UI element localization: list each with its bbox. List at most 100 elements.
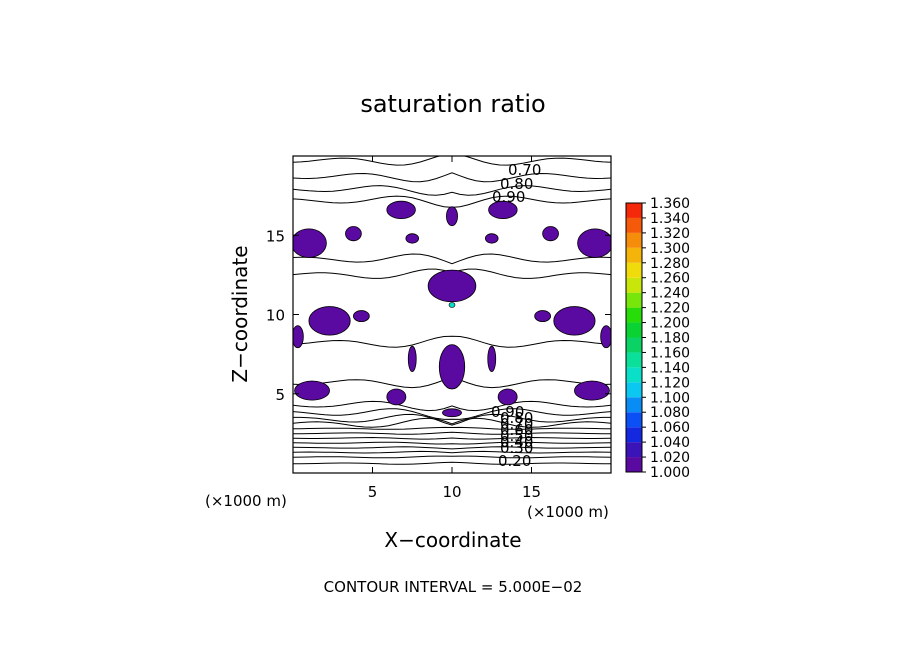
y-tick-label: 10	[266, 307, 285, 325]
colorbar-label: 1.300	[650, 241, 690, 257]
contour-line	[293, 195, 611, 208]
contour-label-bottom: 0.30	[500, 439, 533, 457]
supersaturated-patch	[484, 233, 499, 244]
y-axis: 5 10 15	[266, 227, 611, 404]
contour-line	[293, 431, 611, 435]
colorbar-swatch	[626, 337, 642, 353]
colorbar-label: 1.220	[650, 301, 690, 317]
supersaturated-patch	[353, 310, 370, 323]
colorbar-label: 1.120	[650, 375, 690, 391]
supersaturated-patch	[386, 200, 416, 220]
colorbar-label: 1.100	[650, 390, 690, 406]
supersaturated-patch	[553, 306, 596, 336]
x-axis-label: X−coordinate	[384, 528, 521, 552]
colorbar-label: 1.320	[650, 226, 690, 242]
contour-line	[293, 441, 611, 445]
y-tick-label: 5	[275, 386, 285, 404]
supersaturated-patch	[345, 226, 362, 242]
contour-interval-note: CONTOUR INTERVAL = 5.000E−02	[324, 578, 583, 596]
colorbar-label: 1.080	[650, 405, 690, 421]
contour-label-top: 0.70	[508, 161, 541, 179]
colorbar-swatch	[626, 262, 642, 278]
supersaturated-patch	[577, 228, 611, 258]
colorbar-label: 1.020	[650, 450, 690, 466]
contour-label-bottom: 0.50	[500, 427, 533, 445]
x-tick-label: 5	[368, 483, 378, 501]
supersaturated-patch	[293, 325, 304, 349]
x-axis: 5 10 15	[368, 156, 541, 501]
colorbar-label: 1.240	[650, 286, 690, 302]
colorbar-swatch	[626, 367, 642, 383]
colorbar-swatch	[626, 352, 642, 368]
colorbar-swatch	[626, 232, 642, 248]
y-tick-label: 15	[266, 227, 285, 245]
x-unit-label: (×1000 m)	[527, 503, 609, 521]
y-axis-label: Z−coordinate	[228, 245, 252, 382]
supersaturated-patch	[574, 380, 610, 401]
colorbar-label: 1.000	[650, 465, 690, 481]
colorbar-label: 1.040	[650, 435, 690, 451]
contour-label-top: 0.80	[500, 175, 533, 193]
contour-line	[293, 156, 611, 166]
colorbar-swatch	[626, 442, 642, 458]
colorbar-label: 1.140	[650, 360, 690, 376]
contour-label-bottom: 0.80	[500, 409, 533, 427]
colorbar-label: 1.260	[650, 271, 690, 287]
colorbar-swatch	[626, 427, 642, 443]
supersaturated-regions	[293, 200, 611, 418]
colorbar-swatch	[626, 397, 642, 413]
supersaturated-patch	[534, 310, 551, 323]
supersaturated-patch	[487, 345, 497, 372]
y-unit-label: (×1000 m)	[205, 492, 287, 510]
chart-title: saturation ratio	[360, 90, 545, 118]
supersaturated-patch	[405, 233, 420, 244]
colorbar-swatch	[626, 247, 642, 263]
colorbar-label: 1.360	[650, 196, 690, 212]
colorbar-label: 1.200	[650, 316, 690, 332]
colorbar-swatch	[626, 307, 642, 323]
supersaturated-patch	[427, 269, 477, 303]
contour-line	[293, 455, 611, 459]
colorbar-swatch	[626, 277, 642, 293]
contour-line	[293, 253, 611, 265]
contour-line	[293, 446, 611, 450]
x-tick-label: 15	[522, 483, 541, 501]
colorbar-label: 1.340	[650, 211, 690, 227]
colorbar-swatch	[626, 322, 642, 338]
supersaturated-patch	[488, 200, 518, 220]
colorbar-swatch	[626, 457, 642, 472]
colorbar-swatch	[626, 382, 642, 398]
contour-line	[293, 172, 611, 183]
contour-line	[293, 436, 611, 440]
plot-area	[293, 156, 611, 465]
contour-label-top: 0.90	[492, 188, 525, 206]
colorbar-label: 1.180	[650, 331, 690, 347]
supersaturated-patch	[293, 228, 327, 258]
supersaturated-patch	[442, 408, 462, 418]
supersaturated-patch	[438, 344, 466, 390]
contour-line	[293, 426, 611, 430]
x-tick-label: 10	[442, 483, 461, 501]
contour-line	[293, 413, 611, 426]
contour-label-bottom: 0.40	[500, 433, 533, 451]
supersaturated-patch	[386, 388, 407, 406]
contour-line	[293, 335, 611, 348]
colorbar-swatch	[626, 292, 642, 308]
colorbar-swatch	[626, 412, 642, 428]
contour-line	[293, 461, 611, 465]
contour-line	[293, 185, 611, 196]
colorbar-label: 1.160	[650, 345, 690, 361]
contour-labels: 0.70 0.80 0.90 0.90 0.80 0.70 0.60 0.50 …	[491, 161, 541, 470]
colorbar-label: 1.060	[650, 420, 690, 436]
colorbar: 1.0001.0201.0401.0601.0801.1001.1201.140…	[625, 196, 690, 481]
colorbar-swatch	[626, 217, 642, 233]
supersaturated-patch	[294, 380, 330, 401]
contour-label-bottom: 0.20	[498, 452, 531, 470]
peak-marker	[448, 302, 456, 308]
colorbar-label: 1.280	[650, 256, 690, 272]
contour-label-bottom: 0.90	[491, 403, 524, 421]
colorbar-swatch	[626, 203, 642, 218]
contour-line	[293, 408, 611, 420]
contour-label-bottom: 0.70	[500, 415, 533, 433]
